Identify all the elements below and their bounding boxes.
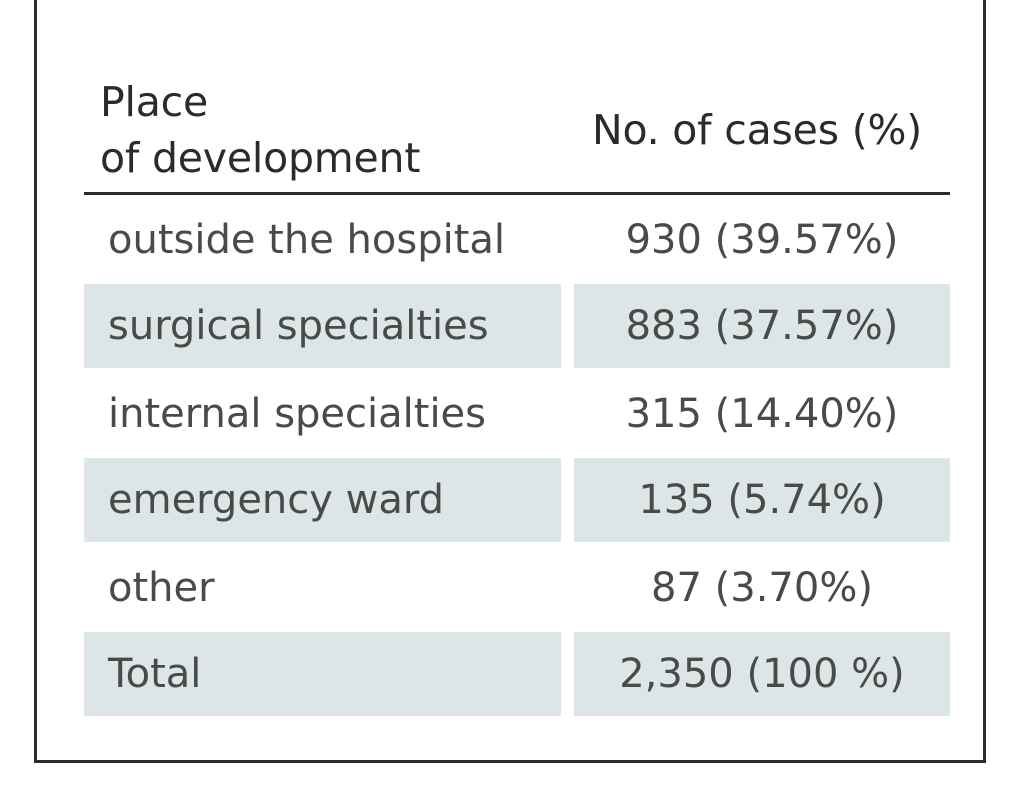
- place-cell: other: [108, 565, 215, 611]
- column-header-place-line1: Place: [100, 78, 209, 126]
- table-row: surgical specialties 883 (37.57%): [84, 284, 950, 368]
- header-divider: [84, 192, 950, 195]
- cases-cell: 883 (37.57%): [574, 284, 950, 368]
- table-row: emergency ward 135 (5.74%): [84, 458, 950, 542]
- table-row: other 87 (3.70%): [84, 546, 950, 630]
- cases-cell: 315 (14.40%): [625, 391, 899, 437]
- place-cell: internal specialties: [108, 391, 487, 437]
- column-header-cases: No. of cases (%): [592, 106, 923, 154]
- cases-cell: 930 (39.57%): [625, 217, 899, 263]
- table-frame: [34, 0, 986, 763]
- place-cell: emergency ward: [84, 458, 561, 542]
- column-header-place: Place of development: [100, 74, 420, 186]
- column-header-place-line2: of development: [100, 134, 421, 182]
- place-cell: surgical specialties: [84, 284, 561, 368]
- table-row: internal specialties 315 (14.40%): [84, 372, 950, 456]
- place-cell-total: Total: [84, 632, 561, 716]
- cases-cell: 87 (3.70%): [651, 565, 873, 611]
- table-row: outside the hospital 930 (39.57%): [84, 198, 950, 282]
- cases-cell-total: 2,350 (100 %): [574, 632, 950, 716]
- table-row-total: Total 2,350 (100 %): [84, 632, 950, 716]
- cases-cell: 135 (5.74%): [574, 458, 950, 542]
- place-cell: outside the hospital: [108, 217, 506, 263]
